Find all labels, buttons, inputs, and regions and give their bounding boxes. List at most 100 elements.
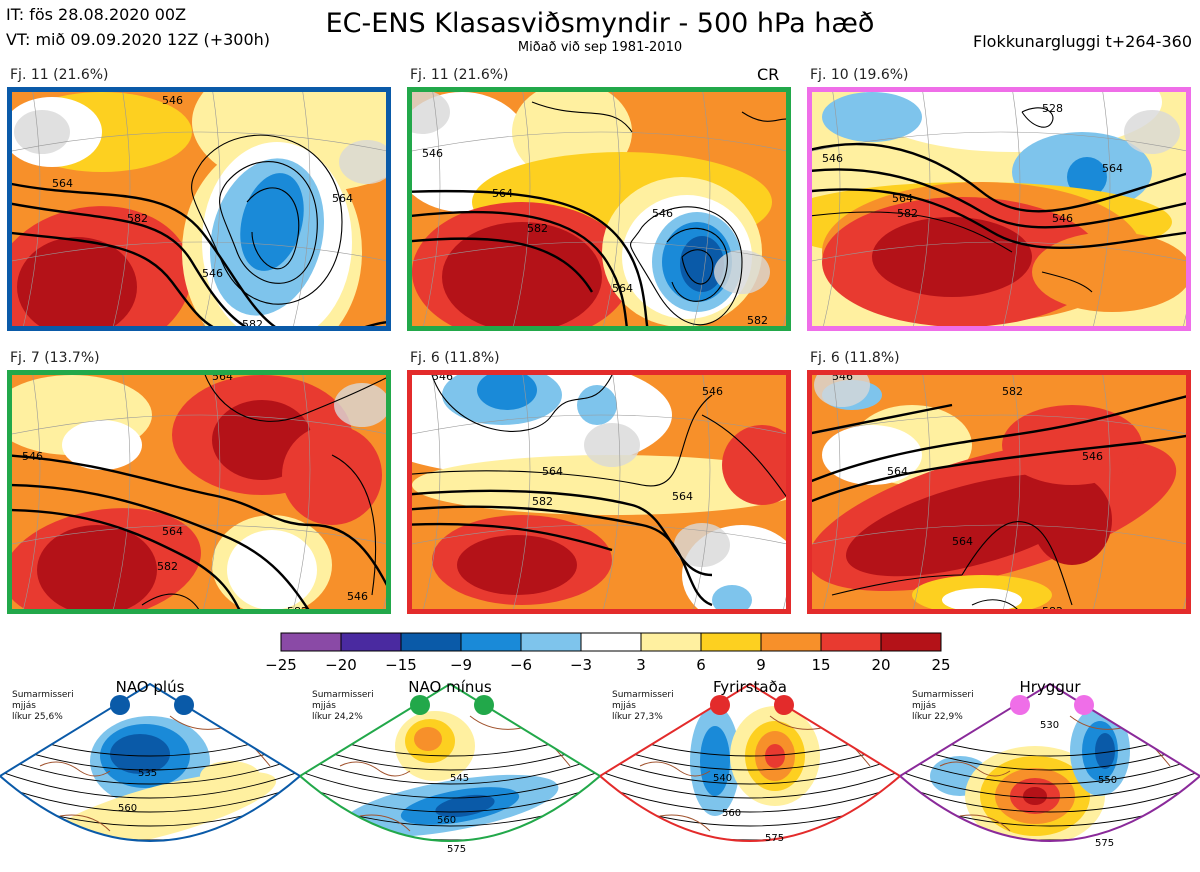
height-contour (630, 206, 743, 326)
graticule-line (113, 375, 131, 609)
height-contour (0, 767, 300, 799)
height-contour (600, 753, 900, 785)
graticule-line (293, 92, 311, 326)
contour-label: 546 (832, 375, 853, 383)
anomaly-area (942, 588, 1022, 609)
colorbar-swatch (280, 632, 342, 652)
height-contour (191, 134, 343, 305)
anomaly-area (442, 222, 602, 326)
height-contour (812, 403, 953, 435)
anomaly-area (1015, 851, 1045, 861)
height-contour (1021, 107, 1054, 128)
contour-label: 564 (162, 525, 183, 538)
height-contour (331, 454, 377, 596)
landmass (1124, 110, 1180, 154)
height-contour (300, 781, 600, 813)
colorbar-swatch (820, 632, 882, 652)
contour-label: 546 (422, 147, 443, 160)
contour-label: 582 (242, 318, 263, 326)
regime-note: Sumarmisseri mjjás líkur 25,6% (12, 690, 74, 722)
height-contour (12, 202, 302, 326)
anomaly-area (872, 217, 1032, 297)
graticule-line (913, 92, 931, 326)
contour-label: 582 (287, 605, 308, 609)
height-contour (681, 249, 714, 285)
anomaly-area (227, 530, 317, 609)
anomaly-area (17, 237, 137, 326)
contour-label: 560 (437, 815, 456, 826)
height-contour (300, 753, 600, 785)
cr-badge: CR (757, 65, 780, 84)
height-contour (812, 395, 1186, 483)
colorbar-tick-label: 9 (756, 656, 766, 674)
panel-label: Fj. 7 (13.7%) (10, 350, 100, 366)
colorbar-tick-label: 20 (871, 656, 891, 674)
regime-map: 540 560 575 (600, 682, 900, 844)
anomaly-area (1032, 475, 1112, 565)
contour-label: 575 (1095, 838, 1114, 849)
contour-label: 546 (162, 94, 183, 107)
height-contour (12, 454, 386, 586)
graticule-line (1093, 92, 1111, 326)
height-contour (600, 767, 900, 799)
anomaly-area (477, 375, 537, 410)
height-contour (741, 111, 786, 122)
height-contour (412, 237, 594, 293)
contour-label: 528 (1042, 102, 1063, 115)
height-contour (431, 375, 613, 432)
height-contour (531, 101, 633, 133)
regime-name: NAO plús (115, 678, 185, 696)
height-contour (1041, 271, 1093, 293)
height-contour (412, 210, 628, 326)
page-subtitle: Miðað við sep 1981-2010 (517, 40, 683, 55)
anomaly-area (1002, 405, 1142, 485)
regime-fill (900, 684, 1200, 861)
height-contour (12, 508, 241, 609)
height-contour (812, 188, 1186, 250)
colorbar-tick-label: −20 (325, 656, 357, 674)
height-contour (900, 753, 1200, 785)
height-contour (12, 182, 386, 326)
contour-label: 546 (347, 590, 368, 603)
graticule-line (12, 241, 386, 262)
anomaly-area (1032, 232, 1186, 312)
regime-marker (710, 695, 730, 715)
contour-label: 564 (212, 375, 233, 383)
contour-label: 546 (652, 207, 673, 220)
contour-label: 546 (202, 267, 223, 280)
valid-time: VT: mið 09.09.2020 12Z (+300h) (6, 30, 271, 49)
height-contour (971, 599, 1018, 609)
contour-label: 546 (432, 375, 453, 383)
regime-outline (0, 682, 300, 842)
regime-outline (300, 682, 600, 842)
contour-label: 564 (52, 177, 73, 190)
panel-label: Fj. 11 (21.6%) (10, 67, 109, 83)
regime-marker (474, 695, 494, 715)
colorbar-tick-label: −3 (569, 656, 593, 674)
height-contour (812, 211, 1013, 253)
regime-note: Sumarmisseri mjjás líkur 24,2% (312, 690, 374, 722)
colorbar-tick-label: −25 (265, 656, 297, 674)
height-contour (412, 394, 713, 487)
colorbar-tick-label: 6 (696, 656, 706, 674)
graticule-line (423, 92, 441, 326)
graticule-line (203, 92, 221, 326)
colorbar-swatch (700, 632, 762, 652)
regime-blocking: 540 560 575 Fyrirstaða Sumarmisseri mjjás lí… (600, 676, 900, 872)
anomaly-area (110, 734, 170, 774)
contour-label: 545 (450, 773, 469, 784)
graticule-line (412, 414, 786, 435)
regime-name: Hryggur (1019, 678, 1081, 696)
height-contour (12, 483, 310, 609)
regime-map: 530 550 575 (900, 682, 1200, 861)
landmass (412, 92, 450, 134)
contour-label: 564 (542, 465, 563, 478)
anomaly-area (62, 420, 142, 470)
colorbar-swatch (640, 632, 702, 652)
graticule-line (603, 375, 621, 609)
height-contour (12, 231, 214, 326)
landmass (584, 423, 640, 467)
height-contour (0, 753, 300, 785)
colorbar-swatch (460, 632, 522, 652)
regime-name: Fyrirstaða (713, 678, 787, 696)
